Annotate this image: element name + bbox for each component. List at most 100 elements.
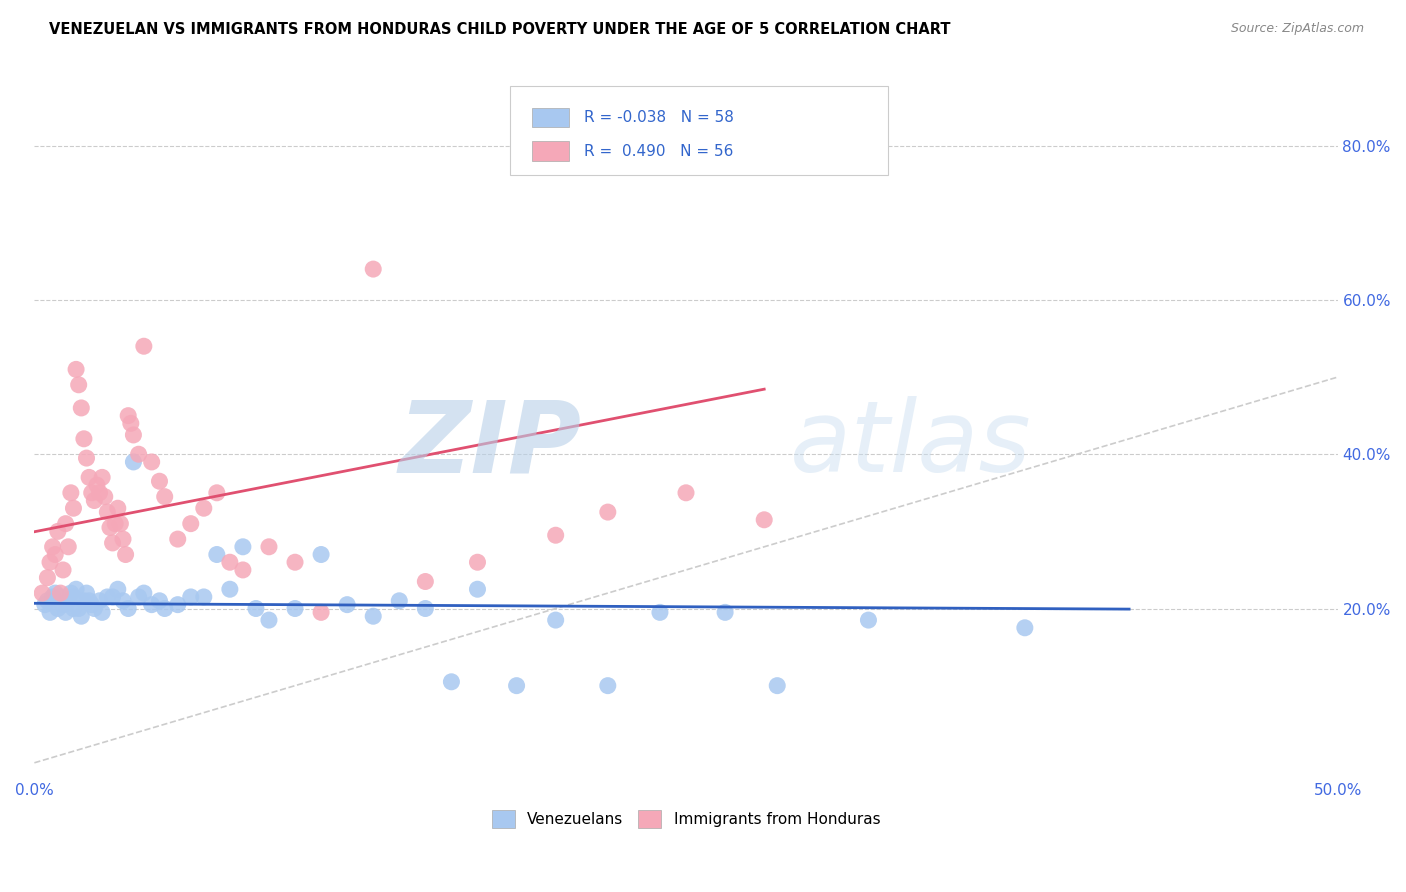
Point [257, 613, 280, 627]
Point [89, 485, 111, 500]
Point [86, 478, 108, 492]
Point [415, 574, 437, 589]
Point [110, 516, 132, 531]
Point [117, 601, 139, 615]
Point [58, 594, 80, 608]
Point [52, 563, 75, 577]
Point [205, 548, 228, 562]
Point [83, 601, 105, 615]
Point [361, 262, 384, 277]
Point [309, 548, 332, 562]
Point [754, 513, 776, 527]
FancyBboxPatch shape [510, 87, 889, 175]
Point [166, 598, 188, 612]
Point [39, 606, 62, 620]
Point [96, 590, 118, 604]
Text: R = -0.038   N = 58: R = -0.038 N = 58 [585, 110, 734, 125]
Point [166, 532, 188, 546]
Point [232, 540, 254, 554]
Point [77, 470, 100, 484]
Point [153, 490, 176, 504]
Point [58, 540, 80, 554]
Point [148, 594, 170, 608]
Point [70, 401, 93, 415]
Point [218, 582, 240, 597]
Point [766, 679, 789, 693]
Point [107, 582, 129, 597]
Point [65, 362, 87, 376]
Point [96, 505, 118, 519]
Point [41, 590, 63, 604]
Point [77, 594, 100, 608]
Point [76, 451, 98, 466]
Point [73, 432, 96, 446]
Point [714, 606, 737, 620]
Point [193, 501, 215, 516]
Point [193, 590, 215, 604]
Point [62, 501, 84, 516]
Point [65, 582, 87, 597]
Point [39, 555, 62, 569]
Point [59, 586, 82, 600]
Point [101, 536, 124, 550]
Point [31, 586, 53, 600]
Point [101, 590, 124, 604]
Point [153, 601, 176, 615]
Point [257, 540, 280, 554]
Point [46, 524, 69, 539]
Point [245, 601, 267, 615]
Point [59, 485, 82, 500]
Point [132, 586, 155, 600]
Text: VENEZUELAN VS IMMIGRANTS FROM HONDURAS CHILD POVERTY UNDER THE AGE OF 5 CORRELAT: VENEZUELAN VS IMMIGRANTS FROM HONDURAS C… [49, 22, 950, 37]
Point [55, 516, 77, 531]
Point [70, 609, 93, 624]
Text: ZIP: ZIP [399, 396, 582, 493]
Point [80, 485, 103, 500]
Point [52, 598, 75, 612]
Point [76, 586, 98, 600]
Point [467, 582, 489, 597]
Point [89, 594, 111, 608]
Point [111, 594, 134, 608]
Point [388, 594, 411, 608]
Text: R =  0.490   N = 56: R = 0.490 N = 56 [585, 144, 734, 159]
Point [309, 606, 332, 620]
Point [648, 606, 671, 620]
Point [98, 520, 121, 534]
Point [675, 485, 697, 500]
Point [336, 598, 359, 612]
Point [62, 601, 84, 615]
Point [440, 674, 463, 689]
Point [128, 447, 150, 461]
Point [83, 493, 105, 508]
Point [180, 516, 202, 531]
Point [596, 505, 619, 519]
Point [67, 377, 90, 392]
Point [80, 598, 103, 612]
Point [467, 555, 489, 569]
Point [544, 613, 567, 627]
Point [114, 548, 136, 562]
Point [37, 594, 59, 608]
Point [107, 501, 129, 516]
Point [415, 601, 437, 615]
Text: atlas: atlas [790, 396, 1032, 493]
Point [67, 601, 90, 615]
Point [858, 613, 880, 627]
Point [117, 409, 139, 423]
Point [218, 555, 240, 569]
Point [104, 516, 127, 531]
Point [55, 606, 77, 620]
Point [284, 601, 307, 615]
Point [44, 548, 66, 562]
Point [91, 606, 114, 620]
Legend: Venezuelans, Immigrants from Honduras: Venezuelans, Immigrants from Honduras [485, 804, 886, 834]
Point [284, 555, 307, 569]
Point [141, 598, 163, 612]
Point [132, 339, 155, 353]
Point [141, 455, 163, 469]
Point [49, 586, 72, 600]
Point [49, 590, 72, 604]
Point [94, 490, 117, 504]
Text: Source: ZipAtlas.com: Source: ZipAtlas.com [1230, 22, 1364, 36]
